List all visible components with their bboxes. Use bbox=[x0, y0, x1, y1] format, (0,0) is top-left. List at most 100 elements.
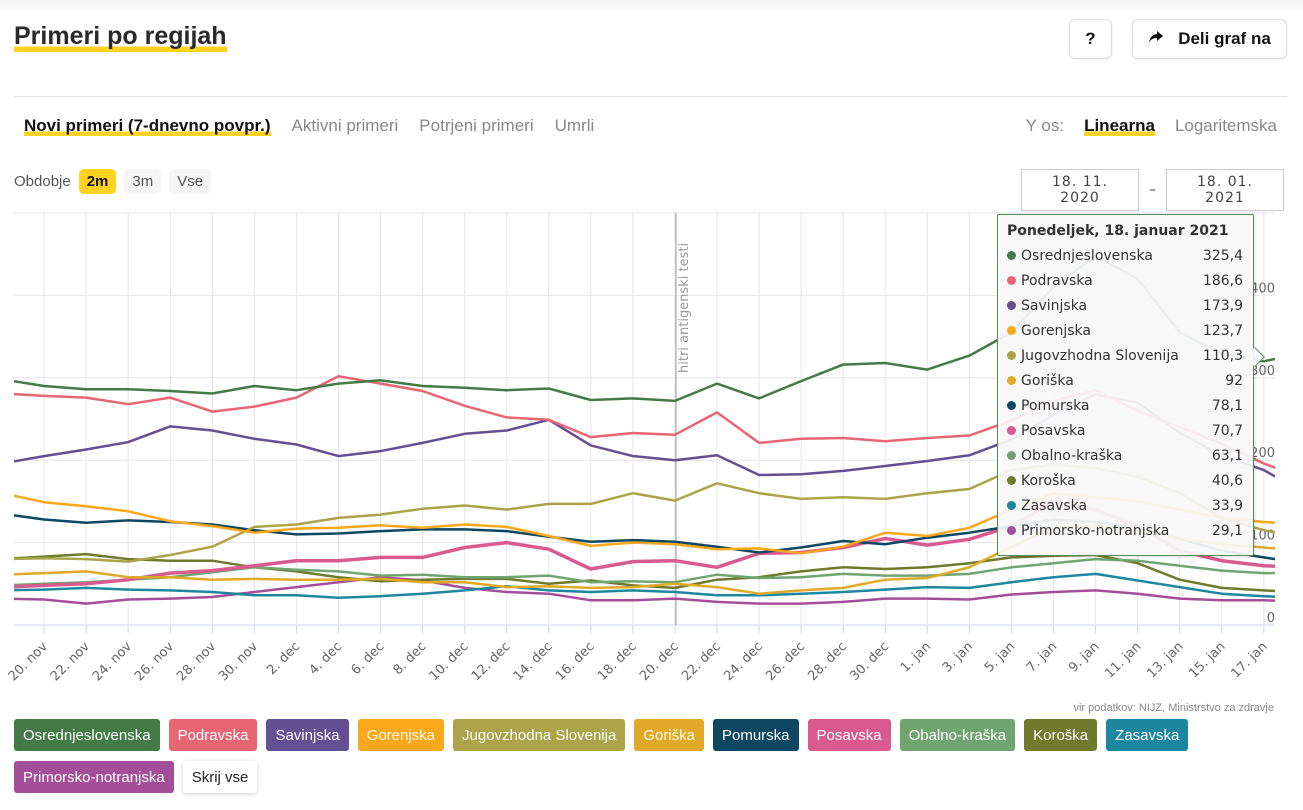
x-tick-label: 13. jan bbox=[1144, 639, 1186, 681]
tooltip-row: Zasavska 33,9 bbox=[1007, 493, 1243, 518]
tooltip-row: Pomurska 78,1 bbox=[1007, 393, 1243, 418]
tooltip-row: Koroška 40,6 bbox=[1007, 468, 1243, 493]
data-source: vir podatkov: NIJZ, Ministrstvo za zdrav… bbox=[1073, 702, 1274, 714]
chart-tooltip: Ponedeljek, 18. januar 2021 Osrednjeslov… bbox=[997, 214, 1265, 556]
tooltip-series-value: 110,3 bbox=[1202, 347, 1243, 364]
x-tick-label: 7. jan bbox=[1024, 639, 1060, 675]
tooltip-series-value: 325,4 bbox=[1202, 247, 1243, 264]
legend-toggle-button[interactable]: Osrednjeslovenska bbox=[14, 719, 160, 751]
x-tick-label: 2. dec bbox=[264, 639, 303, 678]
legend-toggle-button[interactable]: Posavska bbox=[807, 719, 891, 751]
tooltip-series-name: Podravska bbox=[1021, 272, 1093, 289]
tooltip-series-value: 29,1 bbox=[1211, 522, 1243, 539]
tooltip-row: Primorsko-notranjska 29,1 bbox=[1007, 518, 1243, 543]
legend-toggle-button[interactable]: Koroška bbox=[1024, 719, 1098, 751]
help-label: ? bbox=[1085, 29, 1096, 48]
y-tick-label: 0 bbox=[1267, 611, 1275, 626]
tooltip-series-value: 70,7 bbox=[1211, 422, 1243, 439]
x-tick-label: 5. jan bbox=[982, 639, 1018, 675]
date-range-separator: – bbox=[1149, 182, 1156, 198]
y-tick-label: 300 bbox=[1250, 364, 1275, 379]
x-tick-label: 6. dec bbox=[349, 639, 388, 678]
series-dot-icon bbox=[1007, 451, 1016, 460]
x-tick-label: 11. jan bbox=[1102, 639, 1144, 681]
tooltip-series-name: Osrednjeslovenska bbox=[1021, 247, 1153, 264]
tooltip-row: Podravska 186,6 bbox=[1007, 268, 1243, 293]
x-tick-label: 28. dec bbox=[805, 639, 850, 684]
tooltip-series-name: Zasavska bbox=[1021, 497, 1088, 514]
help-button[interactable]: ? bbox=[1069, 19, 1112, 59]
x-tick-label: 24. dec bbox=[721, 639, 766, 684]
legend-toggle-button[interactable]: Zasavska bbox=[1106, 719, 1189, 751]
tab-new-cases[interactable]: Novi primeri (7-dnevno povpr.) bbox=[24, 116, 271, 136]
tooltip-series-value: 173,9 bbox=[1202, 297, 1243, 314]
x-tick-label: 14. dec bbox=[511, 639, 556, 684]
tooltip-series-value: 33,9 bbox=[1211, 497, 1243, 514]
period-all-button[interactable]: Vse bbox=[169, 169, 212, 194]
series-line-primorsko-notranjska[interactable] bbox=[2, 575, 1285, 605]
tooltip-row: Jugovzhodna Slovenija 110,3 bbox=[1007, 343, 1243, 368]
date-range: 18. 11. 2020 – 18. 01. 2021 bbox=[1021, 169, 1284, 211]
page-title: Primeri po regijah bbox=[14, 22, 227, 52]
x-tick-label: 3. jan bbox=[940, 639, 976, 675]
tooltip-series-value: 40,6 bbox=[1211, 472, 1243, 489]
period-2m-button[interactable]: 2m bbox=[78, 169, 117, 194]
x-tick-label: 1. jan bbox=[898, 639, 934, 675]
share-button[interactable]: Deli graf na bbox=[1132, 19, 1287, 59]
y-axis-logarithmic[interactable]: Logaritemska bbox=[1174, 116, 1277, 135]
series-dot-icon bbox=[1007, 276, 1016, 285]
x-tick-label: 12. dec bbox=[469, 639, 514, 684]
metric-tabs: Novi primeri (7-dnevno povpr.) Aktivni p… bbox=[24, 116, 594, 136]
period-3m-button[interactable]: 3m bbox=[124, 169, 162, 194]
x-tick-label: 17. jan bbox=[1228, 639, 1270, 681]
series-dot-icon bbox=[1007, 326, 1016, 335]
series-dot-icon bbox=[1007, 301, 1016, 310]
x-tick-label: 26. nov bbox=[132, 639, 177, 684]
legend-toggle-button[interactable]: Podravska bbox=[168, 719, 258, 751]
x-tick-label: 18. dec bbox=[595, 639, 640, 684]
tooltip-row: Goriška 92 bbox=[1007, 368, 1243, 393]
legend-toggle-button[interactable]: Gorenjska bbox=[357, 719, 445, 751]
hide-all-button[interactable]: Skrij vse bbox=[182, 761, 258, 793]
header-divider bbox=[14, 96, 1287, 97]
series-legend: Osrednjeslovenska Podravska Savinjska Goren… bbox=[14, 719, 1194, 793]
x-tick-label: 28. nov bbox=[174, 639, 219, 684]
legend-toggle-button[interactable]: Savinjska bbox=[266, 719, 349, 751]
series-dot-icon bbox=[1007, 401, 1016, 410]
date-from-input[interactable]: 18. 11. 2020 bbox=[1021, 169, 1139, 211]
legend-toggle-button[interactable]: Goriška bbox=[634, 719, 704, 751]
x-tick-label: 24. nov bbox=[90, 639, 135, 684]
annotation-label: hitri antigenski testi bbox=[677, 243, 692, 373]
y-axis-linear[interactable]: Linearna bbox=[1084, 116, 1155, 136]
series-dot-icon bbox=[1007, 251, 1016, 260]
tooltip-series-value: 63,1 bbox=[1211, 447, 1243, 464]
tooltip-series-name: Goriška bbox=[1021, 372, 1074, 389]
series-dot-icon bbox=[1007, 351, 1016, 360]
tooltip-series-name: Jugovzhodna Slovenija bbox=[1021, 347, 1179, 364]
legend-toggle-button[interactable]: Obalno-kraška bbox=[899, 719, 1016, 751]
tooltip-series-name: Obalno-kraška bbox=[1021, 447, 1123, 464]
legend-toggle-button[interactable]: Pomurska bbox=[713, 719, 799, 751]
x-tick-label: 20. nov bbox=[6, 639, 51, 684]
tooltip-series-name: Primorsko-notranjska bbox=[1021, 522, 1170, 539]
legend-toggle-button[interactable]: Jugovzhodna Slovenija bbox=[453, 719, 626, 751]
x-tick-label: 22. nov bbox=[48, 639, 93, 684]
x-tick-label: 16. dec bbox=[553, 639, 598, 684]
y-axis-label: Y os: bbox=[1025, 116, 1065, 135]
date-to-input[interactable]: 18. 01. 2021 bbox=[1166, 169, 1284, 211]
series-line-zasavska[interactable] bbox=[2, 572, 1285, 600]
x-tick-label: 20. dec bbox=[637, 639, 682, 684]
y-tick-label: 200 bbox=[1250, 446, 1275, 461]
tooltip-row: Posavska 70,7 bbox=[1007, 418, 1243, 443]
tab-confirmed-cases[interactable]: Potrjeni primeri bbox=[419, 116, 534, 135]
x-tick-label: 22. dec bbox=[679, 639, 724, 684]
tab-active-cases[interactable]: Aktivni primeri bbox=[291, 116, 399, 135]
tooltip-series-name: Koroška bbox=[1021, 472, 1076, 489]
legend-toggle-button[interactable]: Primorsko-notranjska bbox=[14, 761, 174, 793]
y-axis-scale-selector: Y os: Linearna Logaritemska bbox=[1026, 116, 1277, 136]
tab-deaths[interactable]: Umrli bbox=[554, 116, 595, 135]
tooltip-series-value: 123,7 bbox=[1202, 322, 1243, 339]
x-tick-label: 15. jan bbox=[1186, 639, 1228, 681]
tooltip-series-name: Pomurska bbox=[1021, 397, 1090, 414]
series-dot-icon bbox=[1007, 526, 1016, 535]
